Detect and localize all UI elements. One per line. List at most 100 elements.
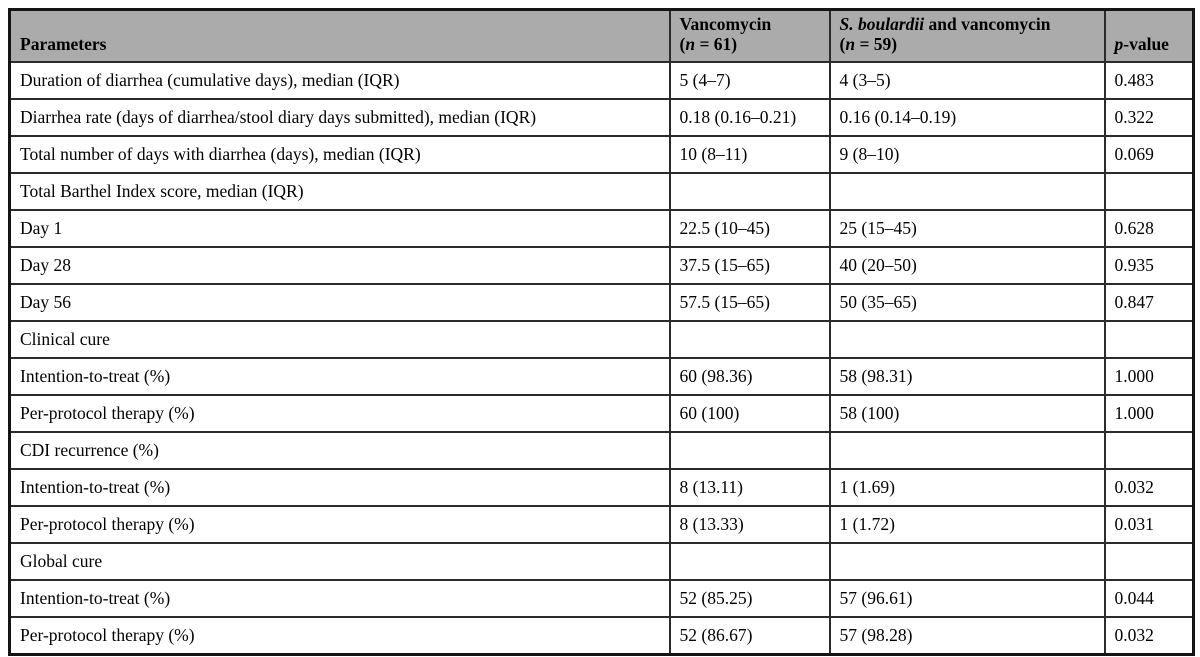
pvalue-cell: 1.000	[1103, 394, 1195, 433]
vancomycin-cell: 52 (86.67)	[668, 616, 831, 656]
header-boulardii-n: (n = 59)	[840, 34, 1096, 54]
pvalue-cell: 1.000	[1103, 357, 1195, 396]
vancomycin-cell	[668, 320, 831, 359]
pvalue-cell: 0.847	[1103, 283, 1195, 322]
combo-cell: 1 (1.72)	[828, 505, 1106, 544]
combo-cell: 58 (98.31)	[828, 357, 1106, 396]
header-vancomycin-title: Vancomycin	[679, 14, 772, 34]
table-row: Day 56 57.5 (15–65) 50 (35–65) 0.847	[8, 283, 1195, 322]
param-cell: Total Barthel Index score, median (IQR)	[8, 172, 671, 211]
combo-cell: 40 (20–50)	[828, 246, 1106, 285]
table-row: Day 28 37.5 (15–65) 40 (20–50) 0.935	[8, 246, 1195, 285]
section-row: Total Barthel Index score, median (IQR)	[8, 172, 1195, 211]
n-symbol: n	[685, 34, 696, 54]
param-cell: Intention-to-treat (%)	[8, 579, 671, 618]
header-vancomycin-n: (n = 61)	[680, 34, 821, 54]
pvalue-cell: 0.031	[1103, 505, 1195, 544]
pvalue-cell: 0.069	[1103, 135, 1195, 174]
vancomycin-cell: 52 (85.25)	[668, 579, 831, 618]
pvalue-cell	[1103, 320, 1195, 359]
pvalue-cell: 0.322	[1103, 98, 1195, 137]
combo-cell: 4 (3–5)	[828, 61, 1106, 100]
vancomycin-cell: 57.5 (15–65)	[668, 283, 831, 322]
paren-open: (	[839, 34, 846, 54]
param-cell: Day 56	[8, 283, 671, 322]
vancomycin-cell: 0.18 (0.16–0.21)	[668, 98, 831, 137]
table-row: Intention-to-treat (%) 60 (98.36) 58 (98…	[8, 357, 1195, 396]
table-row: Per-protocol therapy (%) 52 (86.67) 57 (…	[8, 616, 1195, 656]
pvalue-cell: 0.032	[1103, 468, 1195, 507]
param-cell: Global cure	[8, 542, 671, 581]
param-cell: Day 28	[8, 246, 671, 285]
header-parameters-label: Parameters	[20, 34, 107, 54]
table-row: Total number of days with diarrhea (days…	[8, 135, 1195, 174]
combo-cell	[828, 542, 1106, 581]
header-vancomycin: Vancomycin (n = 61)	[668, 8, 831, 63]
pvalue-cell	[1103, 431, 1195, 470]
header-pvalue: p-value	[1103, 8, 1195, 63]
table-row: Intention-to-treat (%) 8 (13.11) 1 (1.69…	[8, 468, 1195, 507]
species-name: S. boulardii	[839, 14, 925, 34]
vancomycin-cell: 22.5 (10–45)	[668, 209, 831, 248]
vancomycin-cell: 8 (13.33)	[668, 505, 831, 544]
section-row: Global cure	[8, 542, 1195, 581]
pvalue-cell: 0.483	[1103, 61, 1195, 100]
param-cell: Per-protocol therapy (%)	[8, 616, 671, 656]
param-cell: Intention-to-treat (%)	[8, 468, 671, 507]
vancomycin-cell: 8 (13.11)	[668, 468, 831, 507]
param-cell: CDI recurrence (%)	[8, 431, 671, 470]
combo-cell: 25 (15–45)	[828, 209, 1106, 248]
combo-cell: 58 (100)	[828, 394, 1106, 433]
header-row: Parameters Vancomycin (n = 61) S. boular…	[8, 8, 1195, 63]
combo-cell: 50 (35–65)	[828, 283, 1106, 322]
table-row: Duration of diarrhea (cumulative days), …	[8, 61, 1195, 100]
paren-open: (	[679, 34, 686, 54]
combo-cell	[828, 431, 1106, 470]
table-row: Per-protocol therapy (%) 60 (100) 58 (10…	[8, 394, 1195, 433]
param-cell: Clinical cure	[8, 320, 671, 359]
param-cell: Per-protocol therapy (%)	[8, 394, 671, 433]
vancomycin-cell: 60 (100)	[668, 394, 831, 433]
header-boulardii-title: S. boulardii and vancomycin	[840, 14, 1096, 34]
p-symbol: p	[1114, 34, 1124, 54]
param-cell: Day 1	[8, 209, 671, 248]
param-cell: Total number of days with diarrhea (days…	[8, 135, 671, 174]
param-cell: Duration of diarrhea (cumulative days), …	[8, 61, 671, 100]
header-boulardii-vancomycin: S. boulardii and vancomycin (n = 59)	[828, 8, 1106, 63]
vancomycin-cell: 60 (98.36)	[668, 357, 831, 396]
n-count: = 61)	[695, 34, 738, 54]
combo-cell: 57 (98.28)	[828, 616, 1106, 656]
n-symbol: n	[845, 34, 856, 54]
param-cell: Diarrhea rate (days of diarrhea/stool di…	[8, 98, 671, 137]
vancomycin-cell: 37.5 (15–65)	[668, 246, 831, 285]
pvalue-rest: -value	[1123, 34, 1169, 54]
clinical-outcomes-table: Parameters Vancomycin (n = 61) S. boular…	[8, 8, 1195, 656]
pvalue-cell: 0.044	[1103, 579, 1195, 618]
vancomycin-cell: 10 (8–11)	[668, 135, 831, 174]
pvalue-cell: 0.032	[1103, 616, 1195, 656]
vancomycin-cell	[668, 542, 831, 581]
vancomycin-cell	[668, 431, 831, 470]
title-rest: and vancomycin	[924, 14, 1051, 34]
header-parameters: Parameters	[8, 8, 671, 63]
pvalue-cell: 0.628	[1103, 209, 1195, 248]
section-row: CDI recurrence (%)	[8, 431, 1195, 470]
vancomycin-cell	[668, 172, 831, 211]
combo-cell: 1 (1.69)	[828, 468, 1106, 507]
combo-cell: 9 (8–10)	[828, 135, 1106, 174]
pvalue-cell	[1103, 542, 1195, 581]
section-row: Clinical cure	[8, 320, 1195, 359]
pvalue-cell: 0.935	[1103, 246, 1195, 285]
n-count: = 59)	[855, 34, 898, 54]
combo-cell	[828, 172, 1106, 211]
table-row: Per-protocol therapy (%) 8 (13.33) 1 (1.…	[8, 505, 1195, 544]
param-cell: Per-protocol therapy (%)	[8, 505, 671, 544]
vancomycin-cell: 5 (4–7)	[668, 61, 831, 100]
combo-cell	[828, 320, 1106, 359]
table-row: Intention-to-treat (%) 52 (85.25) 57 (96…	[8, 579, 1195, 618]
table-row: Diarrhea rate (days of diarrhea/stool di…	[8, 98, 1195, 137]
combo-cell: 0.16 (0.14–0.19)	[828, 98, 1106, 137]
table-row: Day 1 22.5 (10–45) 25 (15–45) 0.628	[8, 209, 1195, 248]
pvalue-cell	[1103, 172, 1195, 211]
